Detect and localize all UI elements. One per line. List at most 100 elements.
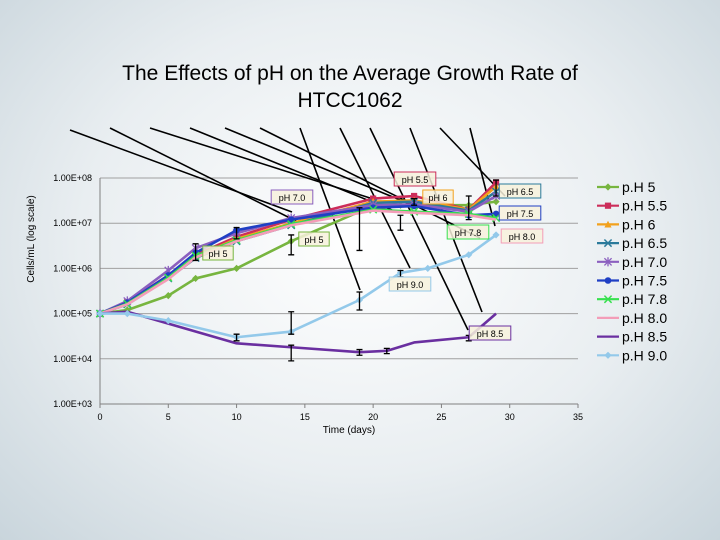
annotation-box bbox=[422, 189, 454, 205]
data-point bbox=[192, 274, 200, 283]
legend-label: p.H 7.0 bbox=[622, 254, 667, 270]
error-bar bbox=[493, 179, 500, 197]
legend-item: p.H 5.5 bbox=[597, 198, 667, 214]
x-tick-label: 10 bbox=[232, 412, 242, 422]
legend-item: p.H 7.5 bbox=[597, 273, 667, 289]
callout-leader bbox=[409, 127, 483, 313]
annotation-box bbox=[498, 183, 542, 199]
annotation-box bbox=[388, 276, 432, 292]
y-tick-label: 1.00E+05 bbox=[53, 309, 92, 319]
data-point bbox=[411, 192, 418, 200]
data-point bbox=[96, 310, 104, 318]
legend-item: p.H 6 bbox=[597, 216, 656, 232]
annotation-label: pH 6 bbox=[422, 189, 454, 205]
data-point bbox=[603, 257, 613, 267]
data-point bbox=[492, 231, 500, 239]
annotation-label: pH 7.0 bbox=[270, 189, 314, 205]
data-point bbox=[232, 264, 241, 272]
annotation-label: pH 5.5 bbox=[393, 171, 437, 187]
annotation-label: pH 7.8 bbox=[446, 224, 490, 240]
annotation-text: pH 5 bbox=[304, 235, 323, 245]
annotation-text: pH 5.5 bbox=[402, 175, 429, 185]
x-axis-title: Time (days) bbox=[323, 425, 375, 436]
callout-leader bbox=[469, 127, 496, 227]
series-layer bbox=[95, 179, 501, 362]
x-tick-label: 30 bbox=[505, 412, 515, 422]
legend-label: p.H 6.5 bbox=[622, 235, 667, 251]
y-tick-label: 1.00E+08 bbox=[53, 173, 92, 183]
legend-item: p.H 8.5 bbox=[597, 329, 667, 345]
annotation-text: pH 6 bbox=[428, 193, 447, 203]
error-bar bbox=[233, 226, 240, 240]
annotation-box bbox=[498, 205, 542, 221]
data-point bbox=[604, 351, 612, 359]
y-tick-label: 1.00E+06 bbox=[53, 263, 92, 273]
legend-label: p.H 6 bbox=[622, 216, 656, 232]
legend-label: p.H 7.8 bbox=[622, 291, 667, 307]
error-bar bbox=[356, 207, 363, 252]
annotation-box bbox=[202, 245, 234, 261]
annotation-label: pH 8.0 bbox=[500, 228, 544, 244]
data-point bbox=[604, 183, 612, 191]
annotation-text: pH 7.8 bbox=[455, 228, 482, 238]
data-point bbox=[604, 220, 612, 228]
data-point bbox=[123, 310, 131, 318]
error-bar bbox=[383, 347, 390, 355]
legend-label: p.H 8.0 bbox=[622, 310, 667, 326]
axis-layer: 1.00E+03 1.00E+04 1.00E+05 1.00E+06 1.00E+07… bbox=[26, 173, 583, 436]
series-line bbox=[99, 204, 497, 315]
callout-leader bbox=[109, 127, 299, 223]
error-bar bbox=[233, 333, 240, 342]
callout-leader bbox=[369, 127, 469, 331]
legend-item: p.H 9.0 bbox=[597, 347, 667, 363]
series-line bbox=[100, 233, 497, 339]
x-tick-label: 15 bbox=[300, 412, 310, 422]
error-bar bbox=[356, 291, 363, 311]
error-bar bbox=[192, 243, 199, 262]
annotation-text: pH 8.0 bbox=[509, 232, 536, 242]
annotation-box bbox=[298, 231, 330, 247]
data-point bbox=[287, 216, 295, 223]
data-point bbox=[492, 198, 500, 206]
data-point bbox=[410, 202, 418, 210]
error-bars bbox=[192, 179, 500, 362]
annotation-box bbox=[393, 171, 437, 187]
x-tick-label: 25 bbox=[436, 412, 446, 422]
legend-layer: p.H 5 p.H 5.5 p.H 6 p.H 6.5 p.H 7.0 p.H 7.5 p.… bbox=[597, 179, 667, 363]
annotation-box bbox=[446, 224, 490, 240]
y-tick-label: 1.00E+03 bbox=[53, 399, 92, 409]
series-p-h-8-0 bbox=[99, 209, 497, 315]
callout-leader bbox=[259, 127, 481, 239]
series-line bbox=[99, 209, 497, 315]
callout-leader bbox=[189, 127, 393, 211]
legend-item: p.H 5 bbox=[597, 179, 656, 195]
error-bar bbox=[465, 195, 472, 221]
data-point bbox=[603, 238, 613, 248]
annotation-label: pH 7.5 bbox=[498, 205, 542, 221]
x-tick-label: 5 bbox=[166, 412, 171, 422]
error-bar bbox=[397, 214, 404, 231]
legend-label: p.H 7.5 bbox=[622, 273, 667, 289]
annotation-label: pH 8.5 bbox=[468, 325, 512, 341]
label-layer: pH 5.5 pH 7.0 pH 6 pH 6.5 pH 7.5 pH 7.8 pH 8.0… bbox=[202, 171, 544, 341]
y-tick-label: 1.00E+07 bbox=[53, 218, 92, 228]
legend-item: p.H 8.0 bbox=[597, 310, 667, 326]
legend-item: p.H 6.5 bbox=[597, 235, 667, 251]
y-axis-title: Cells/mL (log scale) bbox=[26, 195, 37, 282]
annotation-label: pH 6.5 bbox=[498, 183, 542, 199]
annotation-text: pH 6.5 bbox=[507, 187, 534, 197]
error-bar bbox=[288, 311, 295, 335]
annotation-text: pH 8.5 bbox=[477, 329, 504, 339]
annotation-text: pH 7.0 bbox=[279, 193, 306, 203]
legend-item: p.H 7.8 bbox=[597, 291, 667, 307]
error-bar bbox=[288, 234, 295, 256]
data-point bbox=[603, 295, 613, 304]
legend-item: p.H 7.0 bbox=[597, 254, 667, 270]
data-point bbox=[164, 292, 172, 300]
x-tick-label: 20 bbox=[368, 412, 378, 422]
annotation-box bbox=[500, 228, 544, 244]
x-tick-label: 35 bbox=[573, 412, 583, 422]
legend-label: p.H 5 bbox=[622, 179, 656, 195]
